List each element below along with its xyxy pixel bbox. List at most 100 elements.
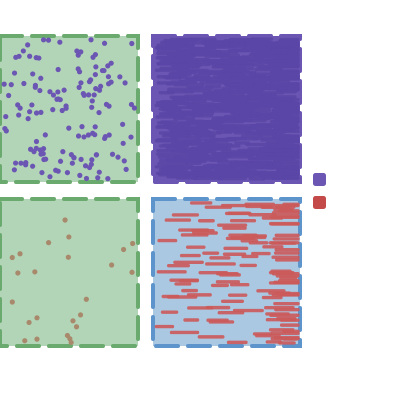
- scatter-dot: [81, 92, 87, 98]
- scatter-dot: [120, 140, 126, 146]
- scatter-dot: [93, 64, 99, 70]
- scatter-dot: [50, 92, 57, 98]
- scatter-dot: [83, 175, 90, 182]
- scatter-dot: [25, 116, 31, 122]
- scatter-dot: [92, 124, 98, 130]
- scatter-dot: [61, 87, 67, 93]
- scatter-dot: [89, 98, 95, 104]
- scatter-dot: [57, 97, 63, 103]
- scatter-dot: [32, 269, 38, 275]
- scatter-dot: [55, 66, 61, 73]
- legend-red-swatch: [313, 196, 326, 209]
- scatter-dot: [96, 109, 102, 116]
- scatter-dot: [33, 138, 40, 145]
- scatter-dot: [93, 86, 99, 92]
- scatter-dot: [120, 246, 127, 253]
- scatter-dot: [66, 125, 72, 131]
- panel-top-right: [151, 34, 302, 184]
- scatter-dot: [12, 160, 19, 166]
- scatter-dot: [57, 39, 63, 45]
- scatter-dot: [105, 176, 111, 182]
- scatter-dot: [22, 338, 28, 344]
- scatter-dot: [86, 92, 92, 98]
- scatter-dot: [78, 80, 84, 86]
- scatter-dot: [16, 53, 22, 59]
- scatter-dot: [79, 124, 85, 130]
- scatter-dot: [37, 87, 43, 94]
- scatter-dot: [89, 157, 95, 163]
- scatter-dot: [17, 251, 23, 257]
- scatter-dot: [69, 160, 75, 166]
- scatter-dot: [30, 71, 36, 77]
- scatter-dot: [128, 101, 135, 108]
- scatter-dot: [55, 89, 61, 95]
- scatter-dot: [131, 105, 137, 111]
- scatter-dot: [15, 270, 21, 276]
- scatter-dot: [128, 134, 134, 140]
- scatter-dot: [96, 169, 102, 175]
- scatter-dot: [109, 151, 116, 157]
- scatter-dot: [57, 158, 64, 164]
- scatter-dot: [65, 254, 71, 260]
- scatter-dot: [89, 104, 95, 110]
- scatter-dot: [121, 158, 127, 164]
- scatter-dot: [88, 77, 94, 83]
- scatter-dot: [90, 54, 96, 60]
- scatter-dot: [23, 162, 29, 168]
- scatter-dot: [77, 312, 84, 318]
- scatter-dot: [18, 160, 24, 166]
- scatter-dot: [85, 132, 92, 138]
- scatter-dot: [21, 80, 27, 87]
- scatter-dot: [59, 107, 65, 114]
- panel-bottom-right: [151, 197, 302, 348]
- scatter-dot: [63, 105, 69, 111]
- scatter-dot: [60, 149, 66, 155]
- scatter-dot: [98, 83, 104, 89]
- scatter-dot: [120, 121, 126, 127]
- scatter-dot: [43, 156, 49, 162]
- scatter-dot: [33, 145, 39, 151]
- scatter-dot: [6, 92, 12, 99]
- scatter-dot: [62, 217, 68, 223]
- scatter-dot: [11, 167, 17, 173]
- legend-purple-swatch: [313, 173, 326, 186]
- scatter-dot: [11, 70, 18, 76]
- scatter-dot: [81, 134, 87, 140]
- scatter-dot: [34, 315, 40, 321]
- scatter-dot: [27, 109, 33, 115]
- scatter-dot: [8, 82, 14, 88]
- scatter-dot: [64, 332, 71, 339]
- scatter-dot: [38, 151, 44, 157]
- scatter-dot: [103, 101, 110, 107]
- scatter-dot: [122, 80, 128, 86]
- scatter-dot: [30, 163, 36, 169]
- scatter-dot: [129, 40, 135, 47]
- panel-dashed-border: [0, 34, 140, 184]
- scatter-dot: [88, 37, 94, 43]
- scatter-dot: [106, 81, 112, 87]
- panel-dashed-border: [0, 197, 140, 348]
- panel-top-left: [0, 34, 140, 184]
- scatter-dot: [16, 112, 22, 118]
- scatter-dot: [34, 336, 40, 342]
- panel-dashed-border: [151, 34, 302, 184]
- scatter-dot: [45, 240, 52, 246]
- scatter-dot: [105, 74, 112, 80]
- scatter-dot: [66, 234, 72, 240]
- scatter-dot: [47, 174, 53, 180]
- scatter-dot: [75, 66, 81, 72]
- scatter-dot: [64, 169, 71, 176]
- scatter-dot: [95, 175, 101, 181]
- scatter-dot: [76, 84, 82, 90]
- scatter-dot: [74, 48, 80, 54]
- scatter-dot: [88, 161, 94, 167]
- scatter-dot: [108, 60, 114, 66]
- scatter-dot: [75, 52, 81, 58]
- scatter-dot: [77, 172, 83, 178]
- scatter-dot: [68, 152, 74, 158]
- scatter-dot: [9, 254, 15, 261]
- scatter-dot: [27, 53, 33, 59]
- scatter-dot: [40, 146, 47, 152]
- scatter-dot: [29, 102, 35, 108]
